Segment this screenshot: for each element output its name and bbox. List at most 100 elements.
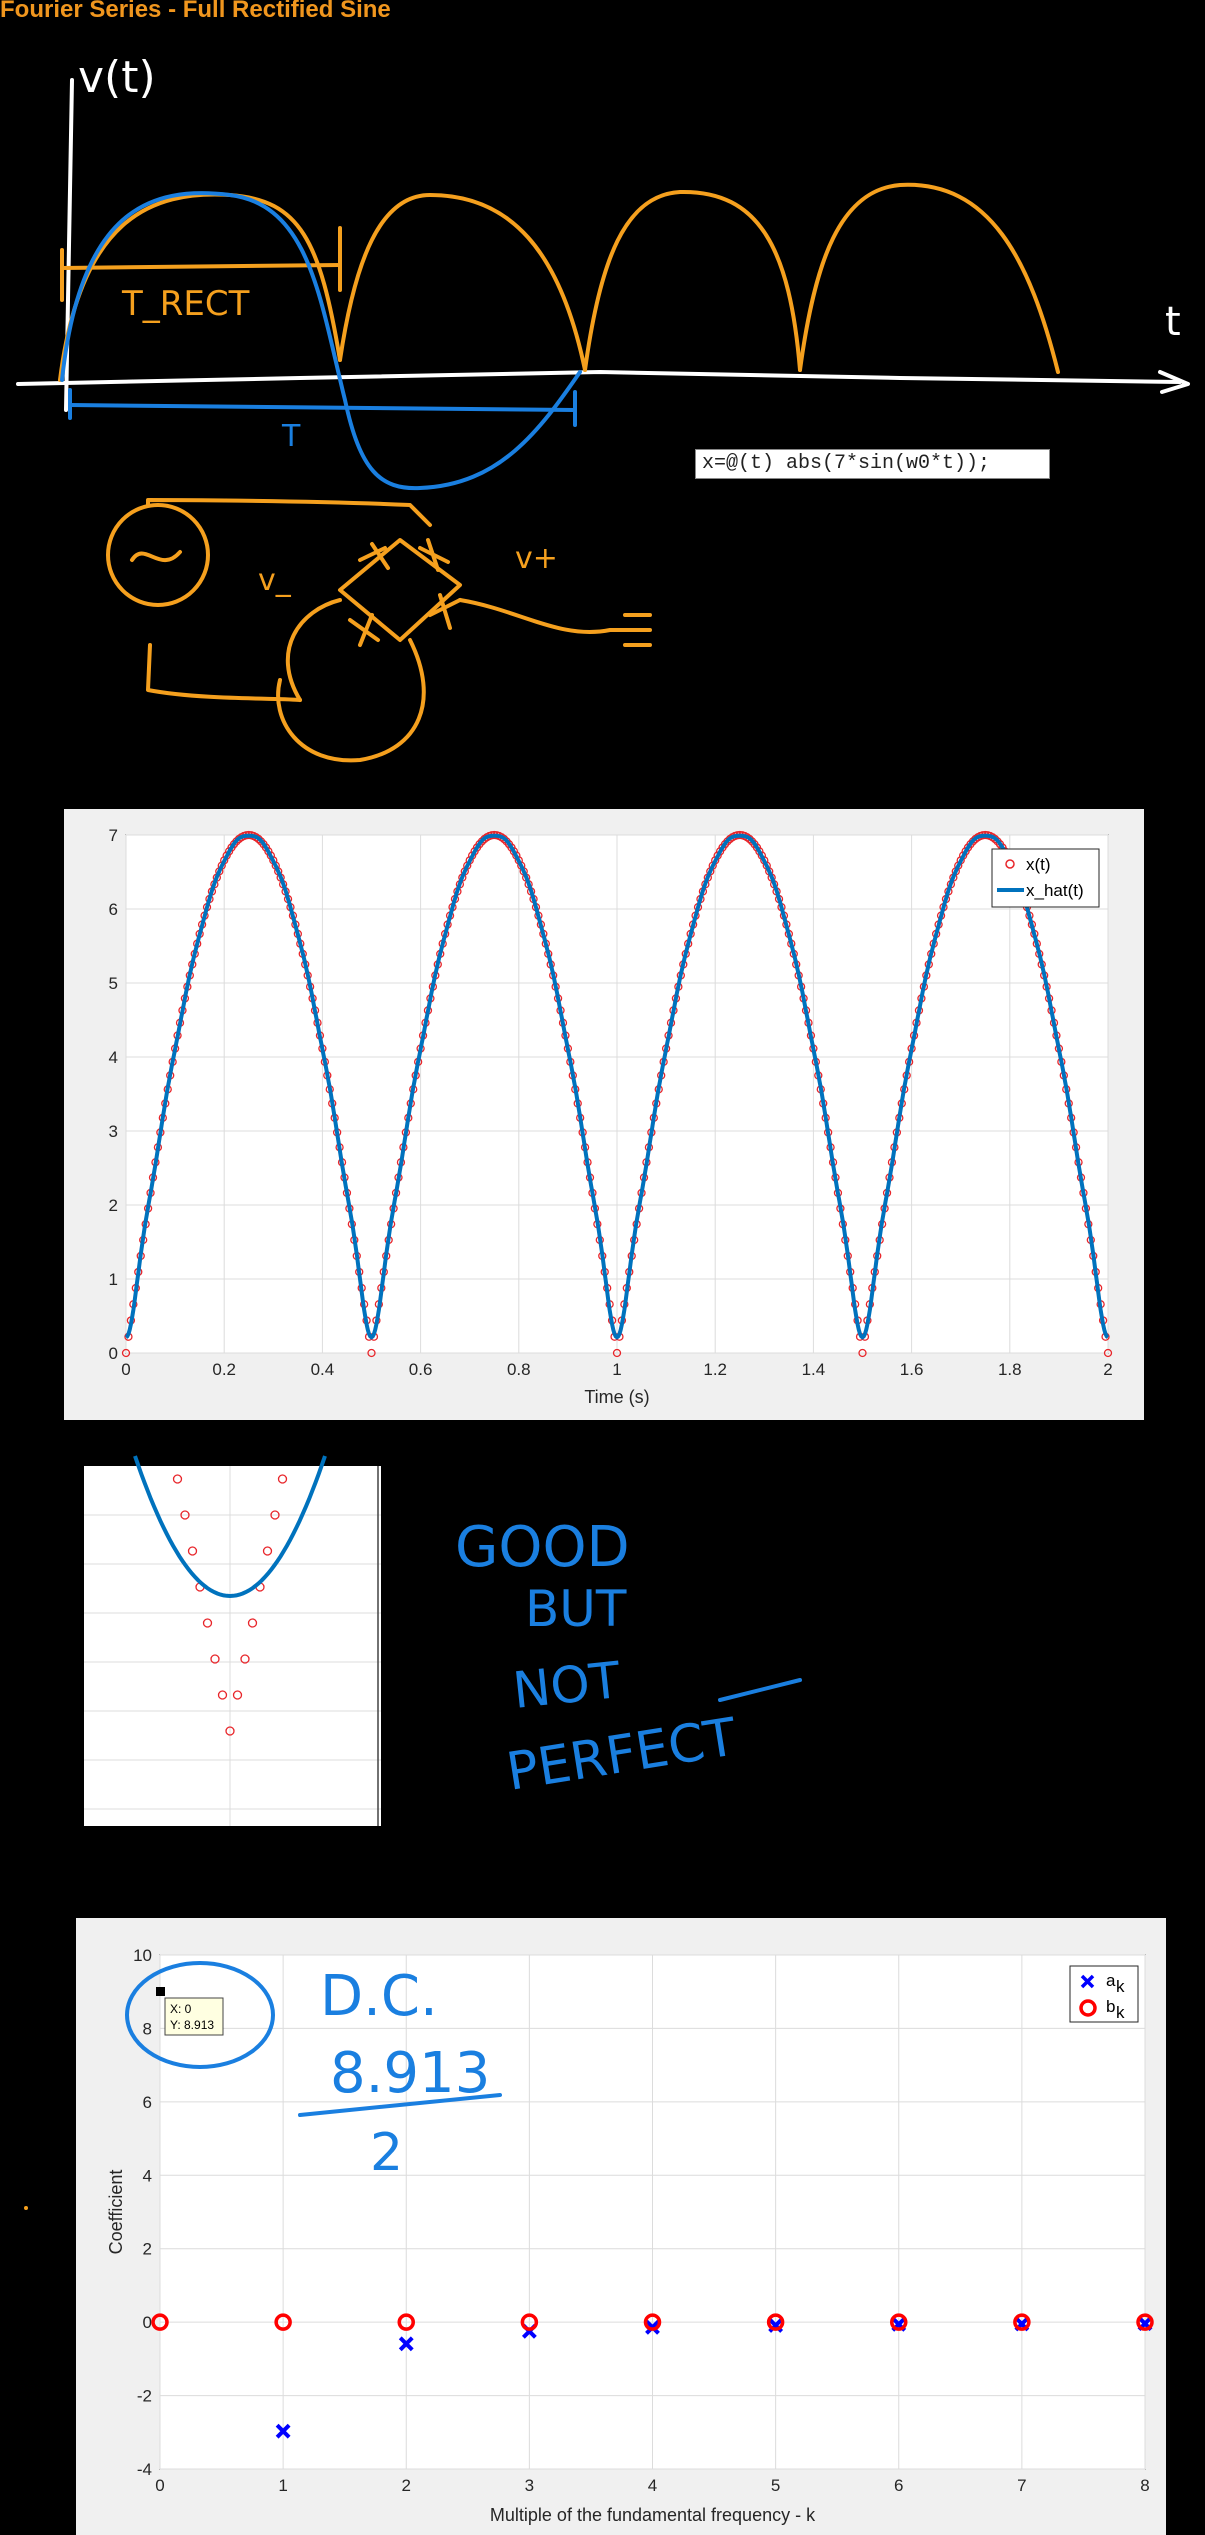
chart1-ytick: 3 bbox=[109, 1122, 118, 1141]
page-title: Fourier Series - Full Rectified Sine bbox=[0, 0, 391, 23]
chart3-xtick: 5 bbox=[771, 2476, 780, 2495]
zoom-xt-point bbox=[247, 1618, 258, 1628]
chart1-xt-point bbox=[121, 1348, 131, 1358]
axis-arrow-sketch bbox=[1158, 370, 1190, 394]
sine-sketch bbox=[60, 191, 582, 491]
chart1-xt-point bbox=[367, 1348, 376, 1358]
legend-marker-bk bbox=[1079, 1999, 1097, 2017]
note-line-2: BUT bbox=[525, 1580, 627, 1638]
v-plus-label: v+ bbox=[515, 541, 558, 576]
chart3-bk-point bbox=[643, 2313, 662, 2331]
period-bracket-line bbox=[68, 403, 577, 412]
chart1-grid bbox=[125, 834, 1109, 1354]
chart3-ytick: -4 bbox=[137, 2460, 152, 2479]
chart1-xtick: 0.4 bbox=[311, 1360, 335, 1379]
chart3-bk-point bbox=[520, 2313, 539, 2331]
chart3-ytick: 10 bbox=[133, 1946, 152, 1965]
zoom-xt-point bbox=[225, 1726, 235, 1736]
chart3-bk-point bbox=[151, 2313, 169, 2331]
code-snippet: x=@(t) abs(7*sin(w0*t)); bbox=[695, 449, 1050, 479]
chart1-xt-point bbox=[1103, 1348, 1113, 1358]
chart3-ak-point bbox=[645, 2319, 660, 2335]
legend-label-bk: b bbox=[1106, 1997, 1115, 2016]
diode-1 bbox=[358, 542, 390, 570]
chart3-xtick: 7 bbox=[1017, 2476, 1026, 2495]
wire-bottom bbox=[146, 643, 302, 702]
coefficients-chart: 0 1 2 3 4 5 6 7 8 -4 -2 0 2 4 6 8 10 Multiple of the fun… bbox=[76, 1918, 1166, 2535]
chart1-xtick: 1.2 bbox=[703, 1360, 727, 1379]
zoom-xt-point bbox=[172, 1474, 183, 1484]
chart1-xtick: 0.2 bbox=[212, 1360, 236, 1379]
chart1-xtick: 1.8 bbox=[998, 1360, 1022, 1379]
legend-label-xt: x(t) bbox=[1026, 855, 1051, 874]
chart3-xtick: 1 bbox=[278, 2476, 287, 2495]
chart1-legend: x(t) x_hat(t) bbox=[991, 848, 1100, 908]
rectified-hump-2 bbox=[338, 193, 587, 372]
chart1-ytick: 6 bbox=[109, 900, 118, 919]
chart3-xtick: 3 bbox=[525, 2476, 534, 2495]
chart1-xtick: 1.6 bbox=[900, 1360, 924, 1379]
chart3-bk-point bbox=[1136, 2313, 1154, 2331]
rectifier-sketch: v_ v+ bbox=[106, 498, 652, 763]
datatip-anchor bbox=[156, 1987, 165, 1996]
zoom-xt-point bbox=[180, 1510, 190, 1520]
chart3-ytick: 0 bbox=[143, 2313, 152, 2332]
note-line-1: GOOD bbox=[455, 1515, 630, 1580]
chart1-legend-box bbox=[991, 848, 1100, 908]
dc-denominator: 2 bbox=[370, 2123, 403, 2183]
chart3-xtick: 2 bbox=[402, 2476, 411, 2495]
legend-sub-ak: k bbox=[1116, 1977, 1125, 1996]
waveform-sketch: v(t) t T_RECT T bbox=[16, 52, 1190, 491]
chart3-bk-point bbox=[397, 2313, 415, 2331]
chart3-ylabel: Coefficient bbox=[106, 2170, 126, 2255]
zoom-xt-point bbox=[262, 1546, 273, 1556]
chart3-ytick: 8 bbox=[143, 2019, 152, 2038]
legend-sub-bk: k bbox=[1116, 2003, 1125, 2022]
chart1-ytick: 2 bbox=[109, 1196, 118, 1215]
chart1-ytick: 4 bbox=[109, 1048, 118, 1067]
wire-right bbox=[458, 598, 627, 634]
chart1-xtick: 0.6 bbox=[409, 1360, 433, 1379]
chart3-ytick: 2 bbox=[143, 2240, 152, 2259]
zoom-grid bbox=[84, 1466, 381, 1826]
chart3-xtick: 4 bbox=[648, 2476, 657, 2495]
chart1-ticks: 0 0.2 0.4 0.6 0.8 1 1.2 1.4 1.6 1.8 2 0 1 2 3 4 5 6 7 bbox=[109, 826, 1113, 1379]
v-axis-label: v(t) bbox=[78, 52, 156, 103]
chart3-ak-point bbox=[275, 2423, 291, 2439]
zoom-xt-point bbox=[277, 1474, 288, 1484]
dc-fraction-bar bbox=[298, 2093, 502, 2117]
chart3-xtick: 6 bbox=[894, 2476, 903, 2495]
ac-source-wave bbox=[130, 550, 182, 563]
datatip[interactable]: X: 0 Y: 8.913 bbox=[156, 1987, 224, 2036]
period-label: T bbox=[281, 419, 301, 454]
chart1-xhat-line bbox=[124, 833, 1110, 1340]
chart3-bk-point bbox=[274, 2313, 292, 2331]
chart3-ytick: -2 bbox=[137, 2387, 152, 2406]
zoom-xt-point bbox=[240, 1654, 250, 1664]
chart3-ytick: 6 bbox=[143, 2093, 152, 2112]
time-domain-chart: 0 0.2 0.4 0.6 0.8 1 1.2 1.4 1.6 1.8 2 0 1 2 3 4 5 6 7 Time… bbox=[64, 809, 1144, 1420]
zoom-xt-point bbox=[210, 1654, 220, 1664]
datatip-y: Y: 8.913 bbox=[170, 2018, 214, 2032]
zoom-xt-point bbox=[217, 1690, 228, 1700]
v-minus-label: v_ bbox=[258, 563, 292, 598]
zoom-xhat-line bbox=[133, 1455, 327, 1599]
chart3-points bbox=[151, 2313, 1154, 2439]
wire-left bbox=[285, 598, 342, 702]
t-axis-label: t bbox=[1165, 299, 1181, 345]
legend-label-xhat: x_hat(t) bbox=[1026, 881, 1084, 900]
note-line-4: PERFECT bbox=[503, 1707, 741, 1802]
chart1-xtick: 1.4 bbox=[802, 1360, 826, 1379]
chart3-bk-point bbox=[890, 2313, 908, 2331]
chart3-ytick: 4 bbox=[143, 2166, 152, 2185]
chart1-xtick: 0 bbox=[121, 1360, 130, 1379]
chart1-xt-point bbox=[612, 1348, 622, 1358]
handwritten-notes: GOOD BUT NOT PERFECT bbox=[455, 1515, 802, 1803]
chart3-ticks: 0 1 2 3 4 5 6 7 8 -4 -2 0 2 4 6 8 10 bbox=[133, 1946, 1150, 2495]
ac-source-sketch bbox=[106, 503, 210, 607]
chart3-legend-box bbox=[1069, 1965, 1139, 2023]
capacitor-sketch bbox=[623, 613, 652, 647]
wire-top bbox=[146, 498, 432, 527]
dc-numerator: 8.913 bbox=[330, 2041, 490, 2106]
